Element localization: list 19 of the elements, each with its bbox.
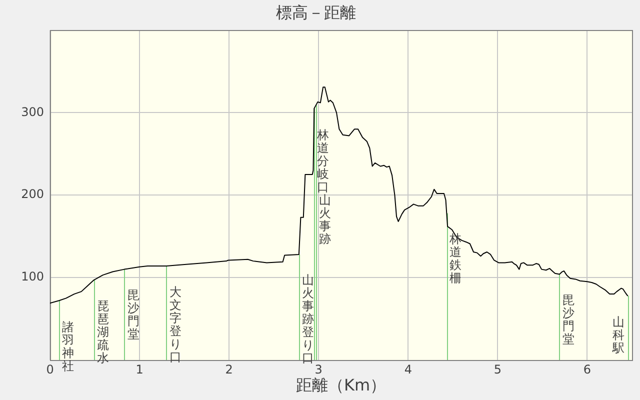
x-tick-label: 6 bbox=[583, 362, 592, 376]
x-tick-label: 2 bbox=[225, 362, 233, 376]
x-tick-label: 5 bbox=[494, 362, 502, 376]
chart-title: 標高－距離 bbox=[276, 2, 356, 22]
ref-line-label: 諸羽神社 bbox=[62, 320, 74, 373]
ref-line-label: 山科駅 bbox=[612, 314, 625, 355]
ref-line-label: 毘沙門堂 bbox=[127, 288, 140, 342]
x-tick-label: 1 bbox=[136, 362, 144, 376]
y-tick-label: 100 bbox=[21, 270, 44, 284]
x-tick-label: 3 bbox=[314, 362, 322, 376]
ref-line-label: 毘沙門堂 bbox=[562, 293, 574, 346]
ref-line-label: 林道鉄柵 bbox=[450, 232, 462, 286]
y-tick-label: 300 bbox=[21, 104, 44, 119]
ref-line-label: 林道分岐口 bbox=[317, 128, 330, 194]
x-axis-title: 距離（Km） bbox=[296, 376, 386, 395]
ref-line-label: 山火事跡 bbox=[318, 192, 331, 246]
x-tick-label: 4 bbox=[404, 362, 412, 376]
x-tick-label: 0 bbox=[46, 362, 54, 376]
y-tick-label: 200 bbox=[21, 187, 44, 202]
